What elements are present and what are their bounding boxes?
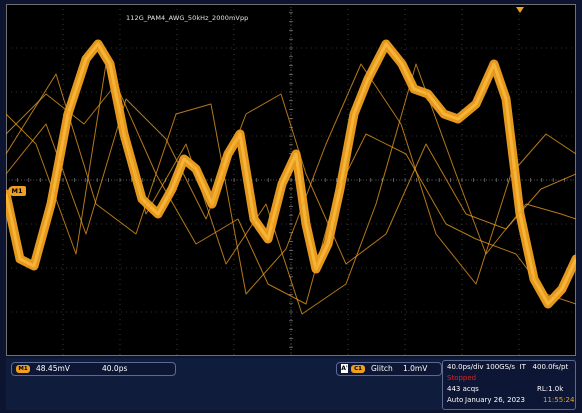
trigger-source-badge: C1 [351,365,365,373]
secondary-trace [6,63,576,295]
channel-ground-marker[interactable]: M1 [8,186,26,196]
date: January 26, 2023 [465,396,525,404]
status-bar: M1 48.45mV 40.0ps A' C1 Glitch 1.0mV 40.… [6,358,576,410]
timebase: 40.0ps/div [447,363,484,371]
main-trace-core [6,42,576,306]
waveform-plot [6,4,576,356]
trigger-position-marker[interactable] [516,7,524,13]
resolution: 400.0fs/pt [532,363,569,371]
run-state: Stopped [447,374,477,382]
trigger-level: 1.0mV [403,364,428,373]
waveform-graticule[interactable]: 112G_PAM4_AWG_50kHz_2000mVpp M1 [6,4,576,356]
acquisition-mode: IT [519,363,526,371]
record-length: RL:1.0k [537,385,564,393]
secondary-trace [6,63,576,315]
time: 11:55:24 [543,396,575,404]
trigger-mode: Auto [447,396,464,404]
graticule-border [6,4,576,356]
trigger-settings-panel[interactable]: A' C1 Glitch 1.0mV [336,362,442,376]
acquisition-count: 443 acqs [447,385,479,393]
secondary-trace [6,83,576,305]
trigger-type: Glitch [371,364,393,373]
channel-offset: 40.0ps [102,364,128,373]
channel-badge: M1 [16,365,30,373]
channel-settings-panel[interactable]: M1 48.45mV 40.0ps [11,362,176,376]
waveform-title: 112G_PAM4_AWG_50kHz_2000mVpp [126,14,249,22]
trigger-mode-badge: A' [341,364,348,373]
secondary-trace [6,93,576,265]
sample-rate: 100GS/s [485,363,516,371]
channel-scale: 48.45mV [36,364,70,373]
acquisition-panel[interactable]: 40.0ps/div 100GS/s IT 400.0fs/pt Stopped… [442,360,576,410]
